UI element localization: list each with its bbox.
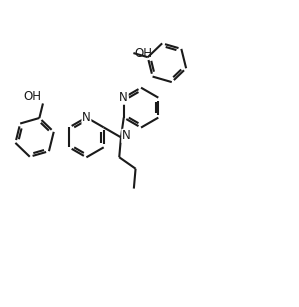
Text: N: N bbox=[119, 91, 128, 104]
Text: N: N bbox=[82, 111, 91, 124]
Text: OH: OH bbox=[24, 90, 42, 103]
Text: OH: OH bbox=[135, 47, 153, 60]
Text: N: N bbox=[122, 129, 131, 142]
